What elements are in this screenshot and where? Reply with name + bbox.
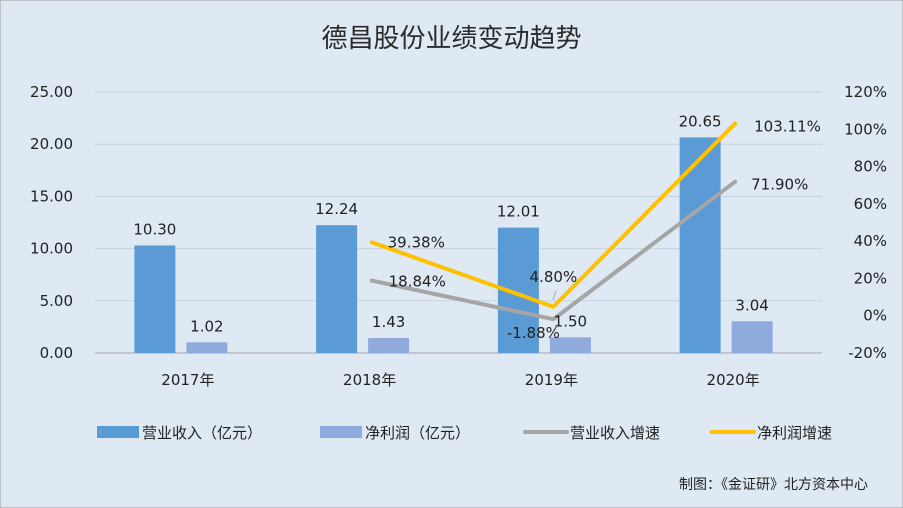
right-tick-label: 100% [844, 120, 887, 138]
right-tick-label: 40% [854, 232, 887, 250]
series-line [369, 179, 738, 322]
bar [134, 245, 176, 353]
bar [368, 338, 410, 353]
legend-swatch [320, 426, 362, 438]
line-series [369, 121, 738, 322]
right-tick-label: 60% [854, 195, 887, 213]
bar [316, 225, 358, 353]
left-tick-label: 5.00 [40, 292, 73, 310]
legend-swatch [97, 426, 139, 438]
x-category-label: 2019年 [525, 371, 578, 389]
bar-value-label: 1.02 [190, 317, 223, 335]
x-category-label: 2018年 [343, 371, 396, 389]
line-value-label: 103.11% [754, 117, 821, 135]
bar-value-label: 12.24 [315, 200, 358, 218]
line-value-label: 39.38% [388, 233, 445, 251]
right-tick-label: 0% [863, 307, 887, 325]
line-value-label: -1.88% [507, 324, 560, 342]
left-tick-label: 20.00 [30, 135, 73, 153]
data-labels: 10.30 12.24 12.01 20.65 1.02 1.43 1.50 3.04 18.8… [133, 112, 820, 342]
series-line [369, 121, 738, 309]
bar [549, 337, 591, 353]
legend-label: 净利润（亿元） [365, 424, 470, 442]
x-axis-categories: 2017年 2018年 2019年 2020年 [161, 371, 759, 389]
right-tick-label: -20% [848, 344, 887, 362]
chart-credit: 制图：《金证研》北方资本中心 [679, 477, 868, 493]
label-leader-line [552, 290, 557, 301]
bar-value-label: 12.01 [497, 203, 540, 221]
chart-title: 德昌股份业绩变动趋势 [321, 24, 581, 54]
left-tick-label: 15.00 [30, 187, 73, 205]
line-value-label: 4.80% [530, 268, 578, 286]
x-category-label: 2017年 [161, 371, 214, 389]
right-tick-label: 20% [854, 269, 887, 287]
line-value-label: 71.90% [751, 176, 808, 194]
x-category-label: 2020年 [707, 371, 760, 389]
legend-label: 营业收入增速 [570, 424, 660, 442]
bar [186, 342, 228, 353]
left-tick-label: 0.00 [40, 344, 73, 362]
left-axis-ticks: 0.00 5.00 10.00 15.00 20.00 25.00 [30, 83, 73, 362]
legend-label: 营业收入（亿元） [142, 424, 262, 442]
bar [731, 321, 773, 353]
right-tick-label: 120% [844, 83, 887, 101]
bar-value-label: 3.04 [735, 296, 768, 314]
legend: 营业收入（亿元） 净利润（亿元） 营业收入增速 净利润增速 [97, 424, 832, 442]
left-tick-label: 25.00 [30, 83, 73, 101]
right-tick-label: 80% [854, 158, 887, 176]
legend-label: 净利润增速 [757, 424, 832, 442]
line-value-label: 18.84% [389, 273, 446, 291]
bar [679, 137, 721, 353]
bar-value-label: 20.65 [679, 112, 722, 130]
left-tick-label: 10.00 [30, 240, 73, 258]
bar-value-label: 1.50 [554, 312, 587, 330]
right-axis-ticks: -20% 0% 20% 40% 60% 80% 100% 120% [844, 83, 887, 362]
bar-value-label: 10.30 [133, 220, 176, 238]
bar-value-label: 1.43 [372, 313, 405, 331]
